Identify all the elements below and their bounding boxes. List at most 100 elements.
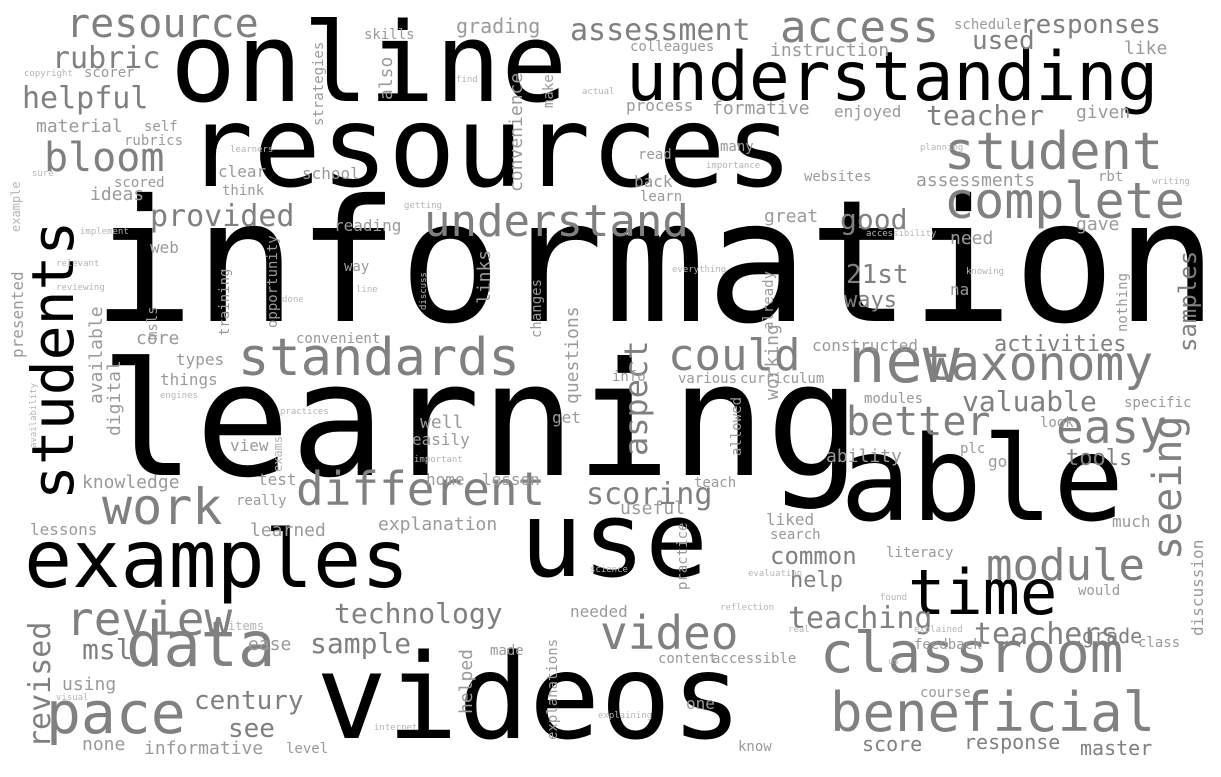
word-pace: pace xyxy=(46,679,186,747)
word-lessons: lessons xyxy=(30,520,98,539)
word-level: level xyxy=(286,741,329,757)
word-online: online xyxy=(170,0,568,127)
word-better: better xyxy=(846,399,991,445)
word-easy: easy xyxy=(1056,400,1167,454)
word-samples: samples xyxy=(1174,250,1202,352)
word-videos: videos xyxy=(316,628,743,766)
word-like: like xyxy=(1124,38,1168,59)
word-rubric: rubric xyxy=(52,41,161,76)
word-review: review xyxy=(66,592,233,646)
word-found: found xyxy=(880,593,908,603)
word-availability: availability xyxy=(29,382,39,448)
word-sure: sure xyxy=(32,169,54,179)
word-specific: specific xyxy=(1124,395,1192,411)
word-great: great xyxy=(764,206,819,227)
word-actual: actual xyxy=(582,87,615,97)
word-types: types xyxy=(176,350,225,369)
word-knowledge: knowledge xyxy=(82,472,180,493)
word-revised: revised xyxy=(23,621,58,748)
word-teachers: teachers xyxy=(974,617,1119,652)
word-assessments: assessments xyxy=(916,170,1036,191)
word-bloom: bloom xyxy=(44,135,165,181)
word-relevant: relevant xyxy=(56,259,100,269)
word-explanation: explanation xyxy=(378,514,498,535)
word-everything: everything xyxy=(672,265,727,275)
word-different: different xyxy=(296,462,546,516)
word-common: common xyxy=(770,542,857,570)
word-science: science xyxy=(590,565,628,575)
word-view: view xyxy=(230,436,269,455)
word-master: master xyxy=(1080,736,1153,760)
word-enjoyed: enjoyed xyxy=(834,102,902,121)
word-resources: resources xyxy=(186,83,793,213)
word-process: process xyxy=(626,96,694,115)
word-complete: complete xyxy=(944,172,1185,230)
word-think: think xyxy=(222,183,265,199)
word-real: real xyxy=(788,625,810,635)
word-curriculum: curriculum xyxy=(740,371,825,387)
word-websites: websites xyxy=(804,169,872,185)
word-assessment: assessment xyxy=(570,13,751,48)
word-home: home xyxy=(426,470,465,489)
word-ease: ease xyxy=(248,634,292,655)
word-things: things xyxy=(160,370,218,389)
word-technology: technology xyxy=(334,597,503,630)
word-grading: grading xyxy=(456,14,541,38)
word-strategies: strategies xyxy=(311,41,327,126)
word-opportunity: opportunity xyxy=(265,235,281,328)
word-21st: 21st xyxy=(846,260,909,290)
word-items: items xyxy=(228,619,265,633)
word-information: information xyxy=(92,164,1218,362)
word-seeing: seeing xyxy=(1145,415,1191,561)
word-exams: exams xyxy=(271,435,285,472)
word-make: make xyxy=(541,74,557,108)
word-read: read xyxy=(638,147,672,163)
word-presented: presented xyxy=(8,271,27,358)
word-scored: scored xyxy=(114,175,165,191)
word-would: would xyxy=(1078,583,1121,599)
word-writing: writing xyxy=(1152,177,1190,187)
word-accessible: accessible xyxy=(712,651,797,667)
word-teacher: teacher xyxy=(926,99,1045,132)
word-go: go xyxy=(988,452,1008,471)
word-rbt: rbt xyxy=(1098,169,1124,185)
word-schedule: schedule xyxy=(954,17,1022,33)
word-example: example xyxy=(9,181,23,232)
word-self: self xyxy=(144,119,178,135)
word-already: already xyxy=(761,270,777,330)
word-accessibility: accessibility xyxy=(866,229,937,239)
word-search: search xyxy=(770,527,821,543)
word-good: good xyxy=(840,203,908,236)
word-convenient: convenient xyxy=(296,331,381,347)
word-evaluation: evaluation xyxy=(748,569,803,579)
word-learned: learned xyxy=(250,520,326,541)
word-use: use xyxy=(520,479,708,601)
word-examples: examples xyxy=(24,513,410,606)
word-getting: getting xyxy=(404,201,442,211)
word-made: made xyxy=(490,643,524,659)
word-info: info xyxy=(612,369,646,385)
word-see: see xyxy=(228,714,275,744)
word-easily: easily xyxy=(412,430,470,449)
word-internet: internet xyxy=(374,723,418,733)
word-discussion: discussion xyxy=(1188,539,1207,636)
word-done: done xyxy=(282,295,304,305)
word-explaining: explaining xyxy=(598,711,653,721)
word-convenience: convenience xyxy=(506,72,527,192)
word-provided: provided xyxy=(150,199,295,234)
word-response: response xyxy=(964,730,1061,754)
word-help: help xyxy=(790,568,843,593)
word-modules: modules xyxy=(864,391,924,407)
word-knowing: knowing xyxy=(966,267,1004,277)
word-planning: planning xyxy=(920,143,964,153)
word-valuable: valuable xyxy=(962,385,1097,418)
word-colleagues: colleagues xyxy=(630,39,715,55)
word-working: working xyxy=(762,324,783,400)
word-clear: clear xyxy=(218,162,267,181)
word-activities: activities xyxy=(994,332,1127,357)
word-understand: understand xyxy=(424,196,689,247)
word-explained: explained xyxy=(914,625,963,635)
word-beneficial: beneficial xyxy=(830,681,1156,744)
word-data: data xyxy=(126,608,276,681)
